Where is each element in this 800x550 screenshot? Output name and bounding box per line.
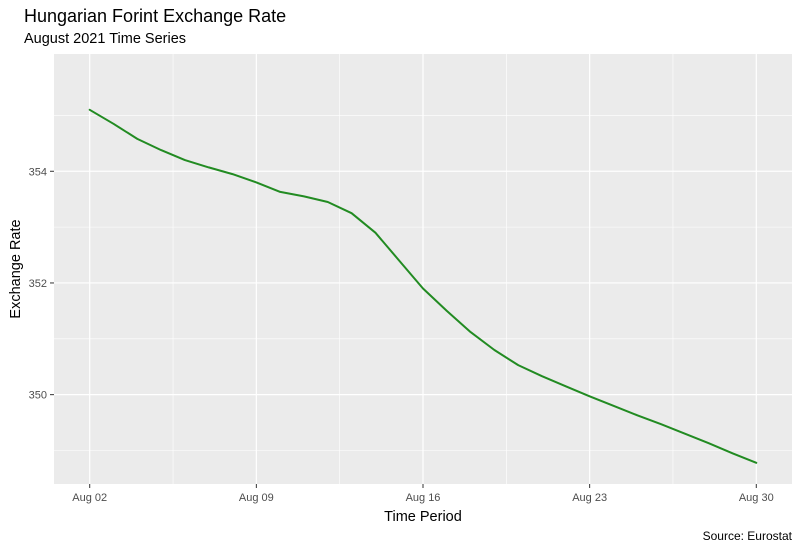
x-axis-title: Time Period — [384, 509, 462, 525]
x-tick-label: Aug 09 — [239, 492, 274, 504]
x-tick-label: Aug 02 — [72, 492, 107, 504]
x-tick-label: Aug 23 — [572, 492, 607, 504]
chart-title: Hungarian Forint Exchange Rate — [24, 6, 287, 26]
chart-subtitle: August 2021 Time Series — [24, 31, 187, 47]
y-tick-label: 352 — [29, 278, 47, 290]
x-tick-label: Aug 16 — [406, 492, 441, 504]
x-tick-label: Aug 30 — [739, 492, 774, 504]
series-line — [88, 108, 758, 464]
y-tick-label: 350 — [29, 390, 47, 402]
y-tick-label: 354 — [29, 166, 47, 178]
y-axis-title: Exchange Rate — [8, 219, 24, 318]
chart-caption: Source: Eurostat — [702, 529, 792, 543]
